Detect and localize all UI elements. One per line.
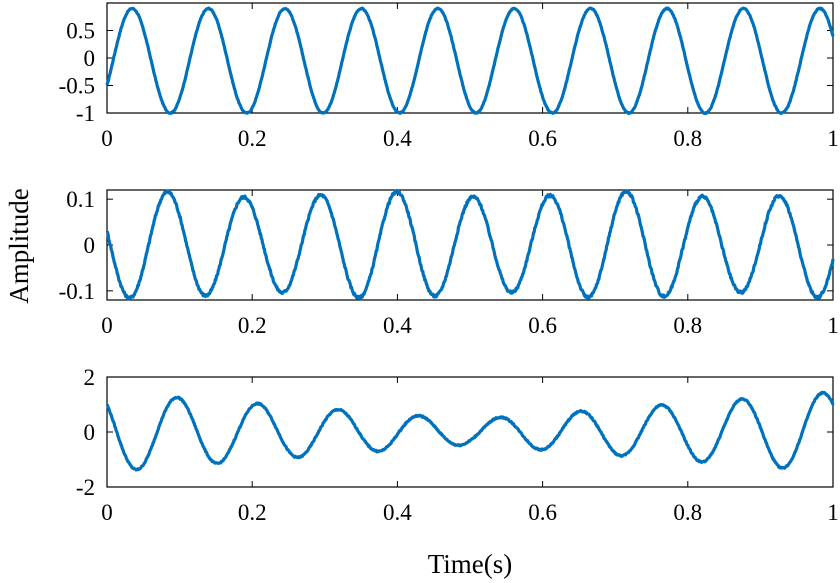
x-tick-label: 0.2 <box>238 500 267 525</box>
series-line-2 <box>105 188 835 301</box>
subplot-1: 0 0.2 0.4 0.6 0.8 10.50-0.5-1 <box>59 2 839 151</box>
y-tick-label: 0 <box>84 420 96 445</box>
x-tick-label: 1 <box>827 126 839 151</box>
x-tick-label: 0.6 <box>528 126 557 151</box>
y-axis-title: Amplitude <box>4 188 34 304</box>
y-tick-label: 0.5 <box>66 19 95 44</box>
x-axis-title: Time(s) <box>428 549 513 579</box>
series-line-3 <box>105 390 835 472</box>
axes-box-3 <box>106 376 834 488</box>
y-tick-label: 0.1 <box>66 187 95 212</box>
x-tick-label: 0 <box>101 313 113 338</box>
subplot-3: 0 0.2 0.4 0.6 0.8 120-2 <box>76 365 839 525</box>
y-tick-label: -0.5 <box>59 74 95 99</box>
x-tick-label: 0.2 <box>238 313 267 338</box>
x-tick-label: 0.6 <box>528 313 557 338</box>
x-tick-label: 0.8 <box>673 500 702 525</box>
y-tick-label: -1 <box>76 101 95 126</box>
y-tick-label: 0 <box>84 233 96 258</box>
x-tick-label: 0.8 <box>673 126 702 151</box>
x-tick-label: 1 <box>827 313 839 338</box>
x-tick-label: 0 <box>101 126 113 151</box>
x-tick-label: 0 <box>101 500 113 525</box>
y-tick-label: -0.1 <box>59 279 95 304</box>
y-tick-label: 0 <box>84 46 96 71</box>
x-tick-label: 0.4 <box>383 500 412 525</box>
y-tick-label: 2 <box>84 365 96 390</box>
subplots: 0 0.2 0.4 0.6 0.8 10.50-0.5-10 0.2 0.4 0.6 0.8 10.… <box>59 2 839 525</box>
subplot-2: 0 0.2 0.4 0.6 0.8 10.10-0.1 <box>59 187 839 338</box>
x-tick-label: 0.8 <box>673 313 702 338</box>
x-tick-label: 0.4 <box>383 313 412 338</box>
x-tick-label: 0.2 <box>238 126 267 151</box>
series-line-1 <box>105 6 835 116</box>
x-tick-label: 1 <box>827 500 839 525</box>
x-tick-label: 0.6 <box>528 500 557 525</box>
y-tick-label: -2 <box>76 475 95 500</box>
x-tick-label: 0.4 <box>383 126 412 151</box>
